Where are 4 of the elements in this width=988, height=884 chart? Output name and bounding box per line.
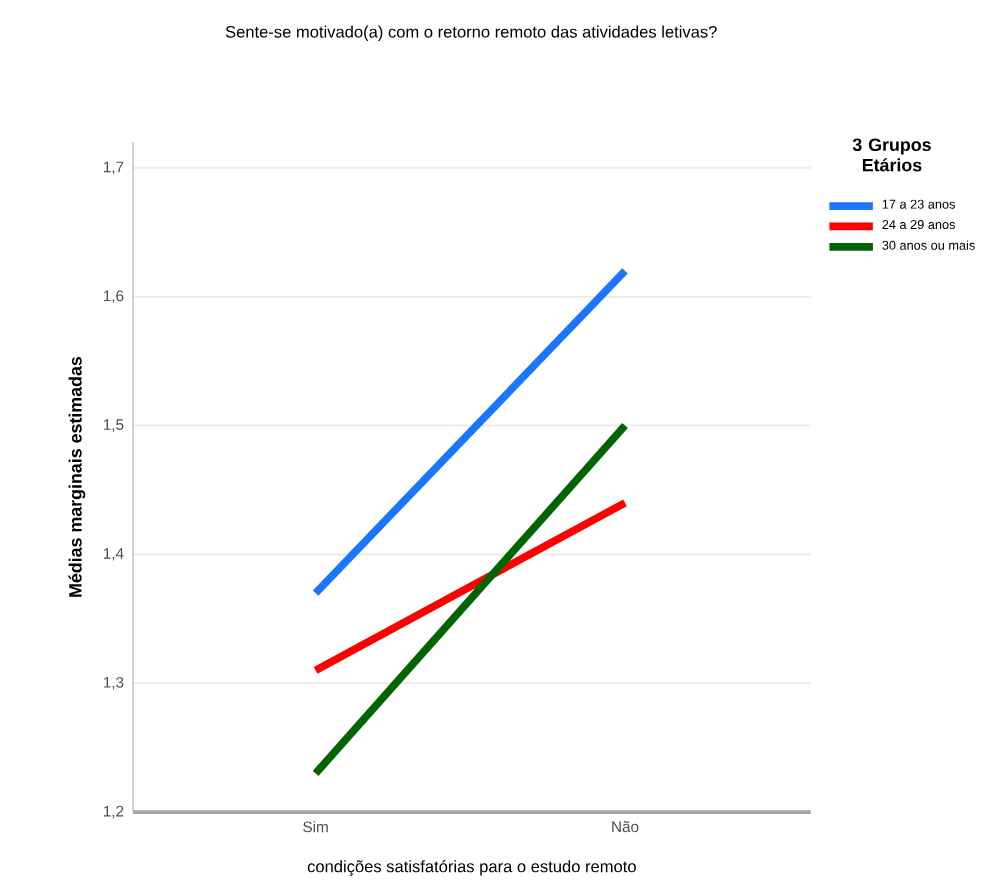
y-axis-title: Médias marginais estimadas bbox=[68, 356, 86, 597]
chart-title: Sente-se motivado(a) com o retorno remoto das atividades letivas? bbox=[225, 25, 717, 41]
legend-title: 3 Grupos Etários bbox=[852, 138, 931, 172]
x-axis-title: condições satisfatórias para o estudo remoto bbox=[307, 859, 636, 876]
